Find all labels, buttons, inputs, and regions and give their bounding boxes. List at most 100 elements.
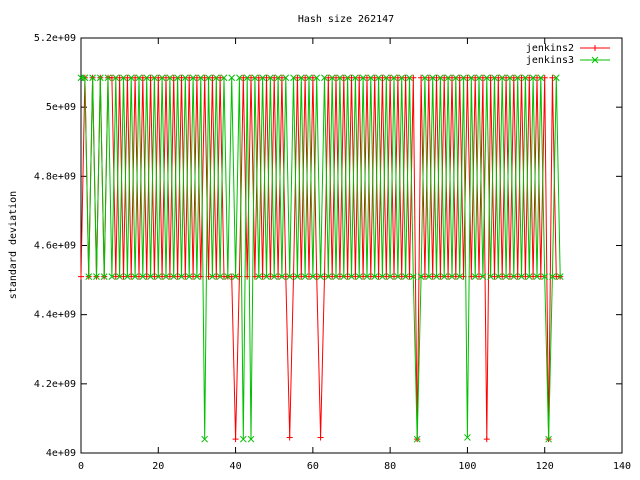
data-point-jenkins2 <box>135 273 142 280</box>
data-point-jenkins2 <box>271 74 278 81</box>
data-point-jenkins2 <box>333 74 340 81</box>
data-point-jenkins3 <box>421 74 429 82</box>
data-point-jenkins3 <box>398 74 406 82</box>
data-point-jenkins2 <box>387 74 394 81</box>
data-point-jenkins3 <box>363 273 371 280</box>
data-point-jenkins3 <box>317 273 324 280</box>
legend-label-jenkins3: jenkins3 <box>526 55 574 66</box>
data-point-jenkins2 <box>541 74 548 81</box>
data-point-jenkins3 <box>290 74 297 82</box>
y-tick-label: 4.2e+09 <box>34 379 76 390</box>
data-point-jenkins3 <box>131 273 139 280</box>
data-point-jenkins3 <box>209 273 216 280</box>
data-point-jenkins3 <box>332 273 340 280</box>
data-point-jenkins3 <box>382 74 390 82</box>
data-point-jenkins2 <box>275 273 282 280</box>
data-point-jenkins3 <box>433 273 440 280</box>
data-point-jenkins2 <box>213 273 220 280</box>
data-point-jenkins2 <box>166 273 173 280</box>
y-tick-label: 4.4e+09 <box>34 310 76 321</box>
tick-marks: 0 20 40 60 80 100 120 140 4e+09 4.2e+09 4.4e+09 4.6… <box>34 33 631 472</box>
data-point-jenkins3 <box>359 74 367 82</box>
data-point-jenkins2 <box>421 273 428 280</box>
data-point-jenkins2 <box>402 74 409 81</box>
data-point-jenkins2 <box>305 273 312 280</box>
data-point-jenkins3 <box>232 273 239 280</box>
data-point-jenkins3 <box>166 74 174 82</box>
data-point-jenkins2 <box>476 273 483 280</box>
data-point-jenkins3 <box>104 74 112 82</box>
data-point-jenkins2 <box>259 273 266 280</box>
data-point-jenkins3 <box>120 74 127 82</box>
data-point-jenkins2 <box>360 273 367 280</box>
data-point-jenkins3 <box>309 273 317 280</box>
data-point-jenkins2 <box>410 74 417 81</box>
data-point-jenkins2 <box>336 273 343 280</box>
data-point-jenkins2 <box>503 74 510 81</box>
data-point-jenkins2 <box>248 74 255 81</box>
data-point-jenkins3 <box>417 273 425 280</box>
y-axis-label: standard deviation <box>8 191 19 299</box>
data-point-jenkins2 <box>147 74 154 81</box>
data-point-jenkins2 <box>155 74 162 81</box>
data-point-jenkins2 <box>383 273 390 280</box>
data-point-jenkins3 <box>216 273 224 280</box>
data-point-jenkins3 <box>278 273 286 280</box>
data-point-jenkins2 <box>479 74 486 81</box>
data-point-jenkins3 <box>514 74 522 82</box>
data-point-jenkins2 <box>302 74 309 81</box>
data-point-jenkins2 <box>232 436 239 443</box>
legend-label-jenkins2: jenkins2 <box>526 43 574 54</box>
data-point-jenkins2 <box>143 273 150 280</box>
data-point-jenkins3 <box>479 273 487 280</box>
data-point-jenkins3 <box>533 273 541 280</box>
x-tick-label: 20 <box>152 461 164 472</box>
data-point-jenkins2 <box>352 273 359 280</box>
x-tick-label: 140 <box>613 461 631 472</box>
data-point-jenkins2 <box>371 74 378 81</box>
data-point-jenkins2 <box>406 273 413 280</box>
legend-marker-jenkins2 <box>592 45 598 51</box>
x-tick-label: 100 <box>458 461 476 472</box>
data-point-jenkins2 <box>112 273 119 280</box>
data-point-jenkins3 <box>321 74 328 82</box>
data-point-jenkins2 <box>325 74 332 81</box>
data-point-jenkins2 <box>309 74 316 81</box>
data-point-jenkins2 <box>193 74 200 81</box>
data-point-jenkins3 <box>143 74 151 82</box>
data-point-jenkins3 <box>394 273 402 280</box>
data-point-jenkins3 <box>522 74 529 82</box>
data-point-jenkins3 <box>545 435 552 443</box>
data-point-jenkins3 <box>371 273 379 280</box>
data-point-jenkins2 <box>549 74 556 81</box>
data-point-jenkins2 <box>78 273 84 280</box>
data-point-jenkins3 <box>205 74 212 82</box>
data-point-jenkins3 <box>340 273 348 280</box>
x-tick-label: 0 <box>78 461 84 472</box>
data-point-jenkins2 <box>429 273 436 280</box>
data-point-jenkins2 <box>495 74 502 81</box>
data-point-jenkins2 <box>437 273 444 280</box>
data-point-jenkins2 <box>418 74 425 81</box>
data-point-jenkins3 <box>81 74 89 82</box>
y-tick-label: 5.2e+09 <box>34 33 76 44</box>
data-point-jenkins2 <box>433 74 440 81</box>
data-point-jenkins3 <box>402 273 409 280</box>
data-point-jenkins2 <box>186 74 193 81</box>
data-point-jenkins3 <box>344 74 351 82</box>
data-point-jenkins3 <box>456 273 464 280</box>
data-point-jenkins2 <box>282 273 289 280</box>
data-point-jenkins2 <box>313 273 320 280</box>
data-point-jenkins3 <box>324 273 332 280</box>
data-point-jenkins3 <box>413 435 421 443</box>
data-point-jenkins3 <box>93 273 100 280</box>
data-point-jenkins2 <box>367 273 374 280</box>
data-point-jenkins2 <box>240 74 247 81</box>
data-point-jenkins2 <box>445 273 452 280</box>
data-point-jenkins2 <box>255 74 262 81</box>
data-point-jenkins2 <box>472 74 479 81</box>
data-point-jenkins2 <box>533 74 540 81</box>
data-point-jenkins2 <box>209 74 216 81</box>
